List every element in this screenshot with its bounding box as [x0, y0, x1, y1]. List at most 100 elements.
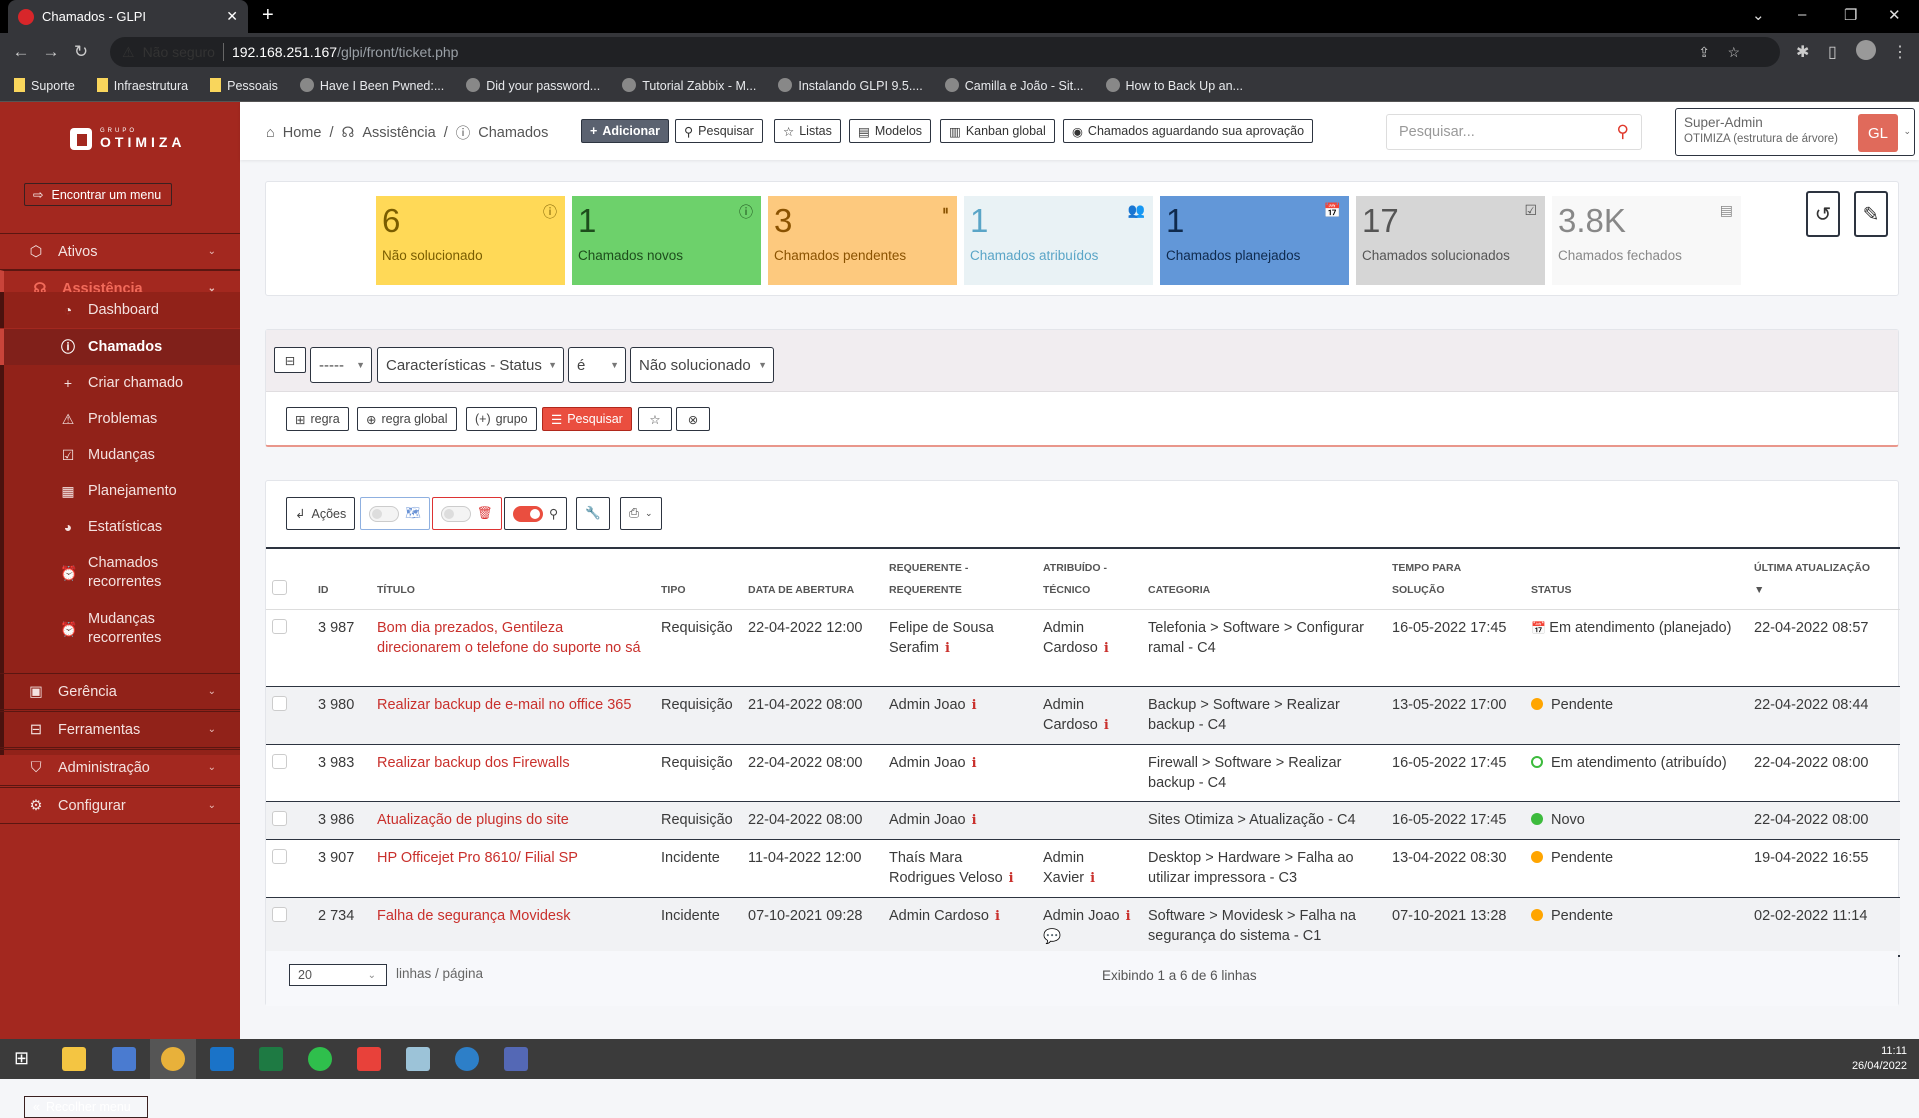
display-options-button[interactable]: 🔧: [576, 497, 610, 530]
share-icon[interactable]: ⇪: [1698, 43, 1710, 60]
bookmark-star-icon[interactable]: ☆: [1727, 43, 1740, 60]
map-toggle[interactable]: 🗺: [360, 497, 430, 530]
tab-search-icon[interactable]: ⌄: [1752, 7, 1765, 24]
column-header-titulo[interactable]: TÍTULO: [371, 548, 655, 610]
kanban-button[interactable]: ▥ Kanban global: [940, 119, 1055, 143]
trash-toggle[interactable]: 🗑: [432, 497, 502, 530]
table-row[interactable]: 3 983 Realizar backup dos Firewalls Requis…: [266, 744, 1900, 802]
file-explorer-icon[interactable]: [62, 1047, 86, 1071]
sidebar-item-chamados[interactable]: ⓘ Chamados: [0, 329, 240, 365]
bookmark-have-i-been-pwned[interactable]: Have I Been Pwned:...: [299, 78, 444, 93]
add-global-rule-button[interactable]: ⊕ regra global: [357, 407, 457, 431]
stat-tile-chamados-solucionados[interactable]: 17 Chamados solucionados ☑: [1356, 196, 1545, 285]
toggle-switch[interactable]: [441, 505, 471, 522]
ticket-title-link[interactable]: HP Officejet Pro 8610/ Filial SP: [377, 850, 578, 866]
sidebar-item-planejamento[interactable]: ▦ Planejamento: [0, 473, 240, 509]
info-icon[interactable]: i: [1103, 718, 1109, 733]
column-header-ultima-atualizacao[interactable]: ÚLTIMA ATUALIZAÇÃO ▼: [1748, 548, 1900, 610]
sidebar-item-chamados-recorrentes[interactable]: ⏰ Chamados recorrentes: [0, 545, 240, 601]
row-checkbox[interactable]: [272, 811, 287, 826]
bookmark-infraestrutura[interactable]: Infraestrutura: [96, 78, 188, 93]
info-icon[interactable]: i: [971, 756, 977, 771]
sidebar-item-administracao[interactable]: ⛉ Administração ⌄: [0, 749, 240, 786]
sidebar-item-mudancas[interactable]: ☑ Mudanças: [0, 437, 240, 473]
profile-avatar[interactable]: [1856, 40, 1876, 60]
value-select[interactable]: Não solucionado ▼: [630, 347, 774, 383]
stat-tile-chamados-atribuidos[interactable]: 1 Chamados atribuídos 👥: [964, 196, 1153, 285]
close-tab-icon[interactable]: ✕: [226, 8, 238, 24]
sidebar-item-dashboard[interactable]: ◔ Dashboard: [0, 292, 240, 328]
sidepanel-icon[interactable]: ▯: [1828, 44, 1837, 61]
stat-tile-chamados-pendentes[interactable]: 3 Chamados pendentes ⏸: [768, 196, 957, 285]
column-header-id[interactable]: ID: [312, 548, 371, 610]
breadcrumb-home[interactable]: Home: [282, 124, 322, 141]
bookmark-how-to-back-up-an[interactable]: How to Back Up an...: [1105, 78, 1243, 93]
back-icon[interactable]: ←: [12, 41, 30, 61]
toggle-switch[interactable]: [369, 505, 399, 522]
add-group-button[interactable]: (+) grupo: [466, 407, 537, 431]
add-button[interactable]: + Adicionar: [581, 119, 669, 143]
actions-button[interactable]: ↲ Ações: [286, 497, 356, 530]
find-menu-button[interactable]: ⇨ Encontrar um menu: [24, 183, 172, 206]
excel-icon[interactable]: [259, 1047, 283, 1071]
logo[interactable]: GRUPO OTIMIZA: [70, 128, 186, 150]
stat-tile-chamados-novos[interactable]: 1 Chamados novos ⓘ: [572, 196, 761, 285]
sidebar-item-mudancas-recorrentes[interactable]: ⏰ Mudanças recorrentes: [0, 601, 240, 657]
reset-search-button[interactable]: ⊗: [676, 407, 710, 431]
export-button[interactable]: ⎙ ⌄: [620, 497, 662, 530]
link-select[interactable]: ----- ▼: [310, 347, 372, 383]
lists-button[interactable]: ☆ Listas: [774, 119, 841, 143]
close-window-icon[interactable]: ✕: [1888, 7, 1901, 24]
info-icon[interactable]: i: [971, 813, 977, 828]
search-icon[interactable]: ⚲: [1616, 122, 1629, 141]
info-icon[interactable]: i: [944, 641, 950, 656]
save-search-button[interactable]: ☆: [638, 407, 672, 431]
info-icon[interactable]: i: [1090, 871, 1096, 886]
table-row[interactable]: 3 986 Atualização de plugins do site Requi…: [266, 801, 1900, 840]
windows-start-icon[interactable]: ⊞: [14, 1048, 30, 1068]
breadcrumb-chamados[interactable]: Chamados: [478, 124, 549, 141]
search-submit-button[interactable]: ☰ Pesquisar: [542, 407, 632, 431]
sidebar-item-problemas[interactable]: ⚠ Problemas: [0, 401, 240, 437]
add-rule-button[interactable]: ⊞ regra: [286, 407, 349, 431]
bookmark-tutorial-zabbix-m[interactable]: Tutorial Zabbix - M...: [622, 78, 756, 93]
row-checkbox[interactable]: [272, 907, 287, 922]
global-search-input[interactable]: Pesquisar... ⚲: [1386, 114, 1642, 150]
info-icon[interactable]: i: [1125, 909, 1131, 924]
column-header-tipo[interactable]: TIPO: [655, 548, 742, 610]
outlook-icon[interactable]: [210, 1047, 234, 1071]
restore-icon[interactable]: ❐: [1844, 7, 1858, 24]
reload-icon[interactable]: ↻: [73, 41, 89, 61]
extensions-icon[interactable]: ✱: [1796, 44, 1810, 61]
column-header-categoria[interactable]: CATEGORIA: [1142, 548, 1386, 610]
breadcrumb-assistencia[interactable]: Assistência: [362, 124, 436, 141]
rows-per-page-select[interactable]: 20 ⌄: [289, 964, 387, 986]
toggle-switch[interactable]: [513, 505, 543, 522]
ticket-title-link[interactable]: Atualização de plugins do site: [377, 812, 569, 828]
info-icon[interactable]: i: [994, 909, 1000, 924]
minimize-icon[interactable]: –: [1798, 6, 1807, 23]
sidebar-item-ativos[interactable]: ⬡ Ativos ⌄: [0, 233, 240, 270]
sidebar-item-criar-chamado[interactable]: + Criar chamado: [0, 365, 240, 401]
anydesk-icon[interactable]: [357, 1047, 381, 1071]
edit-dashboard-button[interactable]: ✎: [1854, 191, 1888, 237]
search-toggle[interactable]: ⚲: [504, 497, 568, 530]
search-button[interactable]: ⚲ Pesquisar: [675, 119, 763, 143]
sidebar-item-configurar[interactable]: ⚙ Configurar ⌄: [0, 787, 240, 824]
stat-tile-chamados-fechados[interactable]: 3.8K Chamados fechados ▤: [1552, 196, 1741, 285]
table-row[interactable]: 3 980 Realizar backup de e-mail no office…: [266, 686, 1900, 745]
info-icon[interactable]: i: [1008, 871, 1014, 886]
browser-tab[interactable]: Chamados - GLPI ✕: [8, 0, 248, 33]
url-bar[interactable]: ⚠ Não seguro 192.168.251.167/glpi/front/…: [110, 37, 1780, 67]
row-checkbox[interactable]: [272, 696, 287, 711]
sidebar-item-gerencia[interactable]: ▣ Gerência ⌄: [0, 673, 240, 710]
bookmark-suporte[interactable]: Suporte: [14, 78, 75, 93]
bookmark-did-your-password[interactable]: Did your password...: [466, 78, 600, 93]
info-icon[interactable]: i: [1103, 641, 1109, 656]
bookmark-pessoais[interactable]: Pessoais: [210, 78, 278, 93]
column-header-requerente[interactable]: REQUERENTE - REQUERENTE: [883, 548, 1037, 610]
network-icon[interactable]: [455, 1047, 479, 1071]
remote-desktop-icon[interactable]: [112, 1047, 136, 1071]
bookmark-instalando-glpi-9-5[interactable]: Instalando GLPI 9.5....: [778, 78, 923, 93]
bookmark-camilla-e-joao-sit[interactable]: Camilla e João - Sit...: [944, 78, 1084, 93]
